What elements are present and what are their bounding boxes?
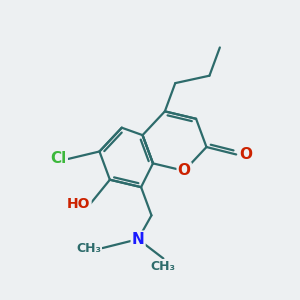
Text: O: O <box>178 163 191 178</box>
Text: N: N <box>132 232 145 247</box>
Text: O: O <box>239 147 252 162</box>
Text: CH₃: CH₃ <box>76 242 101 255</box>
Text: CH₃: CH₃ <box>151 260 176 273</box>
Text: Cl: Cl <box>50 152 67 166</box>
Text: HO: HO <box>67 196 91 211</box>
